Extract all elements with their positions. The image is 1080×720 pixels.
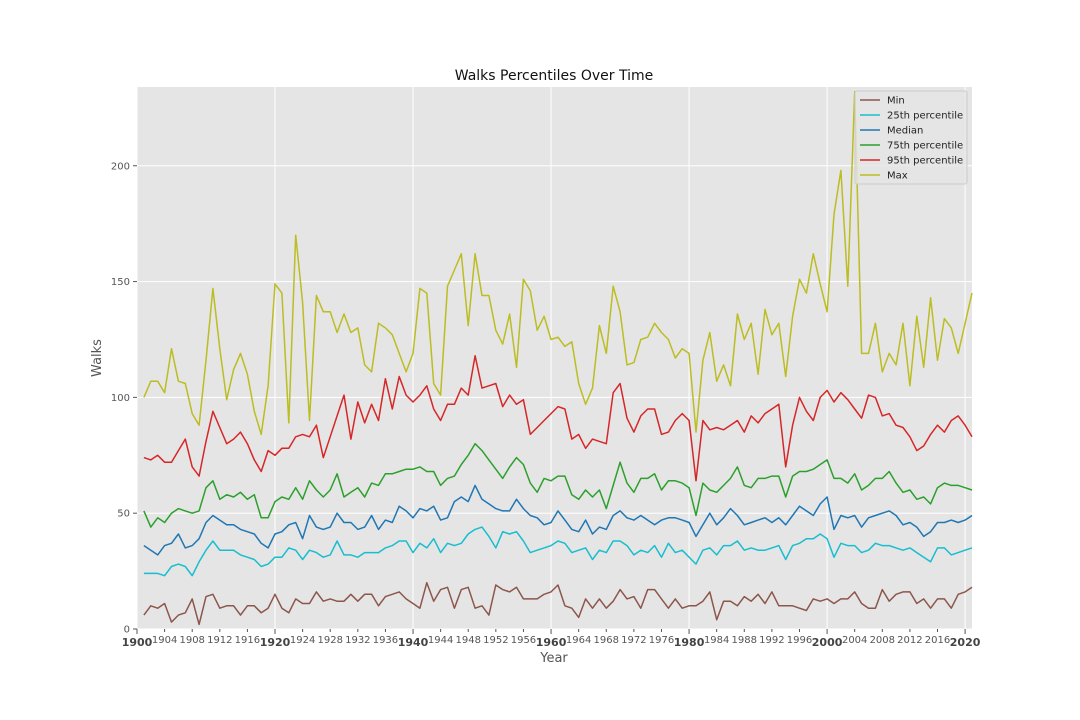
series-line-95th-percentile xyxy=(143,354,973,482)
x-tick-label-1960: 1960 xyxy=(536,636,567,649)
x-tick-label-1936: 1936 xyxy=(373,635,398,646)
x-tick-label-1916: 1916 xyxy=(235,635,260,646)
x-tick-label-1988: 1988 xyxy=(732,635,757,646)
x-tick-label-1952: 1952 xyxy=(483,635,508,646)
y-axis-ticks: 0 50 100 150 200 xyxy=(111,161,137,636)
x-tick-label-1972: 1972 xyxy=(621,635,646,646)
x-tick-label-1928: 1928 xyxy=(317,635,342,646)
y-tick-label-0: 0 xyxy=(124,625,130,636)
x-tick-label-1956: 1956 xyxy=(511,635,536,646)
series-line-median xyxy=(143,484,973,556)
x-tick-label-1908: 1908 xyxy=(179,635,204,646)
y-axis-title: Walks xyxy=(90,339,105,377)
legend-label-25th-percentile: 25th percentile xyxy=(887,111,963,122)
x-tick-label-1976: 1976 xyxy=(649,635,674,646)
x-tick-label-2008: 2008 xyxy=(870,635,895,646)
x-tick-label-1920: 1920 xyxy=(260,636,291,649)
y-tick-label-200: 200 xyxy=(111,161,130,172)
x-tick-label-1912: 1912 xyxy=(207,635,232,646)
y-tick-label-50: 50 xyxy=(117,509,130,520)
x-tick-label-2016: 2016 xyxy=(925,635,950,646)
x-tick-label-1968: 1968 xyxy=(594,635,619,646)
x-tick-label-2012: 2012 xyxy=(897,635,922,646)
series-line-25th-percentile xyxy=(143,526,973,577)
chart-title: Walks Percentiles Over Time xyxy=(455,68,653,84)
y-tick-label-150: 150 xyxy=(111,277,130,288)
legend-label-max: Max xyxy=(887,171,908,182)
series-line-min xyxy=(143,581,973,626)
x-tick-label-2020: 2020 xyxy=(950,636,981,649)
x-tick-label-1940: 1940 xyxy=(398,636,429,649)
x-axis-title: Year xyxy=(539,651,568,666)
x-tick-label-1984: 1984 xyxy=(704,635,729,646)
series-line-max xyxy=(143,90,973,436)
legend-box xyxy=(854,90,968,185)
x-tick-label-1944: 1944 xyxy=(428,635,453,646)
x-tick-label-1904: 1904 xyxy=(152,635,177,646)
x-tick-label-1964: 1964 xyxy=(566,635,591,646)
legend-label-75th-percentile: 75th percentile xyxy=(887,141,963,152)
legend-label-median: Median xyxy=(887,126,923,137)
x-tick-label-1924: 1924 xyxy=(290,635,315,646)
series-line-75th-percentile xyxy=(143,442,973,528)
x-tick-label-2000: 2000 xyxy=(812,636,843,649)
plot-background xyxy=(137,87,972,629)
legend-label-95th-percentile: 95th percentile xyxy=(887,156,963,167)
y-tick-label-100: 100 xyxy=(111,393,130,404)
x-tick-label-2004: 2004 xyxy=(842,635,867,646)
x-tick-label-1900: 1900 xyxy=(122,636,153,649)
x-tick-label-1932: 1932 xyxy=(345,635,370,646)
x-axis-ticks: 1900 1904 1908 1912 1916 1920 1924 1928 1932 1936… xyxy=(122,629,981,649)
x-tick-label-1992: 1992 xyxy=(759,635,784,646)
legend-label-min: Min xyxy=(887,96,905,107)
x-tick-label-1948: 1948 xyxy=(456,635,481,646)
series-lines xyxy=(143,90,973,626)
legend: Min 25th percentile Median 75th percentile 9… xyxy=(854,90,968,185)
x-tick-label-1980: 1980 xyxy=(674,636,705,649)
x-tick-label-1996: 1996 xyxy=(787,635,812,646)
